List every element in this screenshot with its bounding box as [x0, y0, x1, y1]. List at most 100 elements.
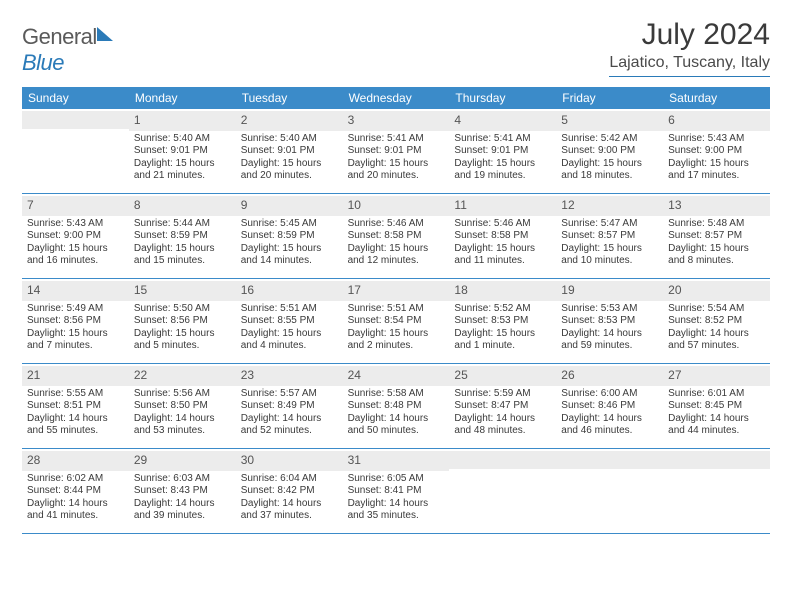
sunset-text: Sunset: 8:42 PM — [241, 485, 338, 498]
day-cell: 6Sunrise: 5:43 AMSunset: 9:00 PMDaylight… — [663, 109, 770, 193]
daynum-band: 9 — [236, 196, 343, 216]
sunrise-text: Sunrise: 5:51 AM — [348, 303, 445, 316]
dow-wednesday: Wednesday — [343, 87, 450, 109]
day-cell: 21Sunrise: 5:55 AMSunset: 8:51 PMDayligh… — [22, 364, 129, 448]
day-number: 1 — [134, 113, 141, 127]
sunset-text: Sunset: 8:56 PM — [27, 315, 124, 328]
daylight-text: Daylight: 14 hours and 57 minutes. — [668, 328, 765, 353]
sunset-text: Sunset: 8:47 PM — [454, 400, 551, 413]
sunset-text: Sunset: 8:53 PM — [454, 315, 551, 328]
daynum-band: 10 — [343, 196, 450, 216]
triangle-icon — [97, 27, 113, 41]
daynum-band — [663, 451, 770, 469]
sunset-text: Sunset: 9:01 PM — [454, 145, 551, 158]
sunset-text: Sunset: 8:41 PM — [348, 485, 445, 498]
day-number: 11 — [454, 198, 466, 212]
day-number: 15 — [134, 283, 147, 297]
daylight-text: Daylight: 15 hours and 15 minutes. — [134, 243, 231, 268]
daynum-band: 18 — [449, 281, 556, 301]
day-number: 16 — [241, 283, 254, 297]
week-row: 21Sunrise: 5:55 AMSunset: 8:51 PMDayligh… — [22, 364, 770, 449]
sunrise-text: Sunrise: 5:52 AM — [454, 303, 551, 316]
daynum-band: 21 — [22, 366, 129, 386]
sunrise-text: Sunrise: 5:53 AM — [561, 303, 658, 316]
daynum-band: 27 — [663, 366, 770, 386]
sunset-text: Sunset: 8:59 PM — [134, 230, 231, 243]
day-cell: 10Sunrise: 5:46 AMSunset: 8:58 PMDayligh… — [343, 194, 450, 278]
day-cell: 20Sunrise: 5:54 AMSunset: 8:52 PMDayligh… — [663, 279, 770, 363]
daylight-text: Daylight: 14 hours and 44 minutes. — [668, 413, 765, 438]
daynum-band — [449, 451, 556, 469]
sunset-text: Sunset: 8:57 PM — [561, 230, 658, 243]
dow-sunday: Sunday — [22, 87, 129, 109]
daylight-text: Daylight: 15 hours and 12 minutes. — [348, 243, 445, 268]
day-cell: 15Sunrise: 5:50 AMSunset: 8:56 PMDayligh… — [129, 279, 236, 363]
title-block: July 2024 Lajatico, Tuscany, Italy — [609, 18, 770, 77]
daynum-band — [22, 111, 129, 129]
daynum-band: 1 — [129, 111, 236, 131]
day-cell: 13Sunrise: 5:48 AMSunset: 8:57 PMDayligh… — [663, 194, 770, 278]
weeks-container: 1Sunrise: 5:40 AMSunset: 9:01 PMDaylight… — [22, 109, 770, 534]
day-cell: 22Sunrise: 5:56 AMSunset: 8:50 PMDayligh… — [129, 364, 236, 448]
sunrise-text: Sunrise: 5:59 AM — [454, 388, 551, 401]
dow-friday: Friday — [556, 87, 663, 109]
dow-row: Sunday Monday Tuesday Wednesday Thursday… — [22, 87, 770, 109]
day-number: 23 — [241, 368, 254, 382]
daylight-text: Daylight: 15 hours and 20 minutes. — [348, 158, 445, 183]
week-row: 28Sunrise: 6:02 AMSunset: 8:44 PMDayligh… — [22, 449, 770, 534]
brand-logo: General Blue — [22, 18, 113, 76]
sunset-text: Sunset: 8:49 PM — [241, 400, 338, 413]
daylight-text: Daylight: 14 hours and 50 minutes. — [348, 413, 445, 438]
daylight-text: Daylight: 14 hours and 52 minutes. — [241, 413, 338, 438]
day-number: 28 — [27, 453, 40, 467]
day-number: 4 — [454, 113, 461, 127]
sunrise-text: Sunrise: 5:42 AM — [561, 133, 658, 146]
sunrise-text: Sunrise: 5:41 AM — [454, 133, 551, 146]
daylight-text: Daylight: 14 hours and 59 minutes. — [561, 328, 658, 353]
sunset-text: Sunset: 8:46 PM — [561, 400, 658, 413]
sunrise-text: Sunrise: 5:58 AM — [348, 388, 445, 401]
daynum-band: 5 — [556, 111, 663, 131]
sunrise-text: Sunrise: 5:47 AM — [561, 218, 658, 231]
day-cell: 26Sunrise: 6:00 AMSunset: 8:46 PMDayligh… — [556, 364, 663, 448]
daynum-band: 2 — [236, 111, 343, 131]
sunrise-text: Sunrise: 5:49 AM — [27, 303, 124, 316]
sunset-text: Sunset: 9:01 PM — [134, 145, 231, 158]
day-cell: 5Sunrise: 5:42 AMSunset: 9:00 PMDaylight… — [556, 109, 663, 193]
location-subtitle: Lajatico, Tuscany, Italy — [609, 54, 770, 72]
sunset-text: Sunset: 9:01 PM — [348, 145, 445, 158]
sunset-text: Sunset: 8:44 PM — [27, 485, 124, 498]
sunrise-text: Sunrise: 5:54 AM — [668, 303, 765, 316]
day-number: 13 — [668, 198, 681, 212]
day-number: 5 — [561, 113, 568, 127]
sunset-text: Sunset: 8:58 PM — [454, 230, 551, 243]
sunrise-text: Sunrise: 5:46 AM — [454, 218, 551, 231]
daylight-text: Daylight: 15 hours and 8 minutes. — [668, 243, 765, 268]
daylight-text: Daylight: 14 hours and 48 minutes. — [454, 413, 551, 438]
title-rule — [609, 76, 770, 77]
sunset-text: Sunset: 8:52 PM — [668, 315, 765, 328]
day-number: 9 — [241, 198, 248, 212]
daynum-band: 13 — [663, 196, 770, 216]
dow-monday: Monday — [129, 87, 236, 109]
daylight-text: Daylight: 14 hours and 41 minutes. — [27, 498, 124, 523]
sunrise-text: Sunrise: 6:05 AM — [348, 473, 445, 486]
day-cell: 31Sunrise: 6:05 AMSunset: 8:41 PMDayligh… — [343, 449, 450, 533]
daynum-band: 11 — [449, 196, 556, 216]
sunset-text: Sunset: 8:56 PM — [134, 315, 231, 328]
day-number: 31 — [348, 453, 361, 467]
daynum-band: 29 — [129, 451, 236, 471]
sunset-text: Sunset: 9:00 PM — [561, 145, 658, 158]
daylight-text: Daylight: 15 hours and 10 minutes. — [561, 243, 658, 268]
day-cell: 18 Sunrise: 5:52 AMSunset: 8:53 PMDayligh… — [449, 279, 556, 363]
daylight-text: Daylight: 15 hours and 1 minute. — [454, 328, 551, 353]
page: General Blue July 2024 Lajatico, Tuscany… — [0, 0, 792, 552]
day-cell: 28Sunrise: 6:02 AMSunset: 8:44 PMDayligh… — [22, 449, 129, 533]
sunset-text: Sunset: 8:51 PM — [27, 400, 124, 413]
day-cell: 9Sunrise: 5:45 AMSunset: 8:59 PMDaylight… — [236, 194, 343, 278]
daynum-band: 3 — [343, 111, 450, 131]
day-number: 25 — [454, 368, 467, 382]
sunrise-text: Sunrise: 5:43 AM — [668, 133, 765, 146]
day-cell: 1Sunrise: 5:40 AMSunset: 9:01 PMDaylight… — [129, 109, 236, 193]
sunset-text: Sunset: 9:01 PM — [241, 145, 338, 158]
